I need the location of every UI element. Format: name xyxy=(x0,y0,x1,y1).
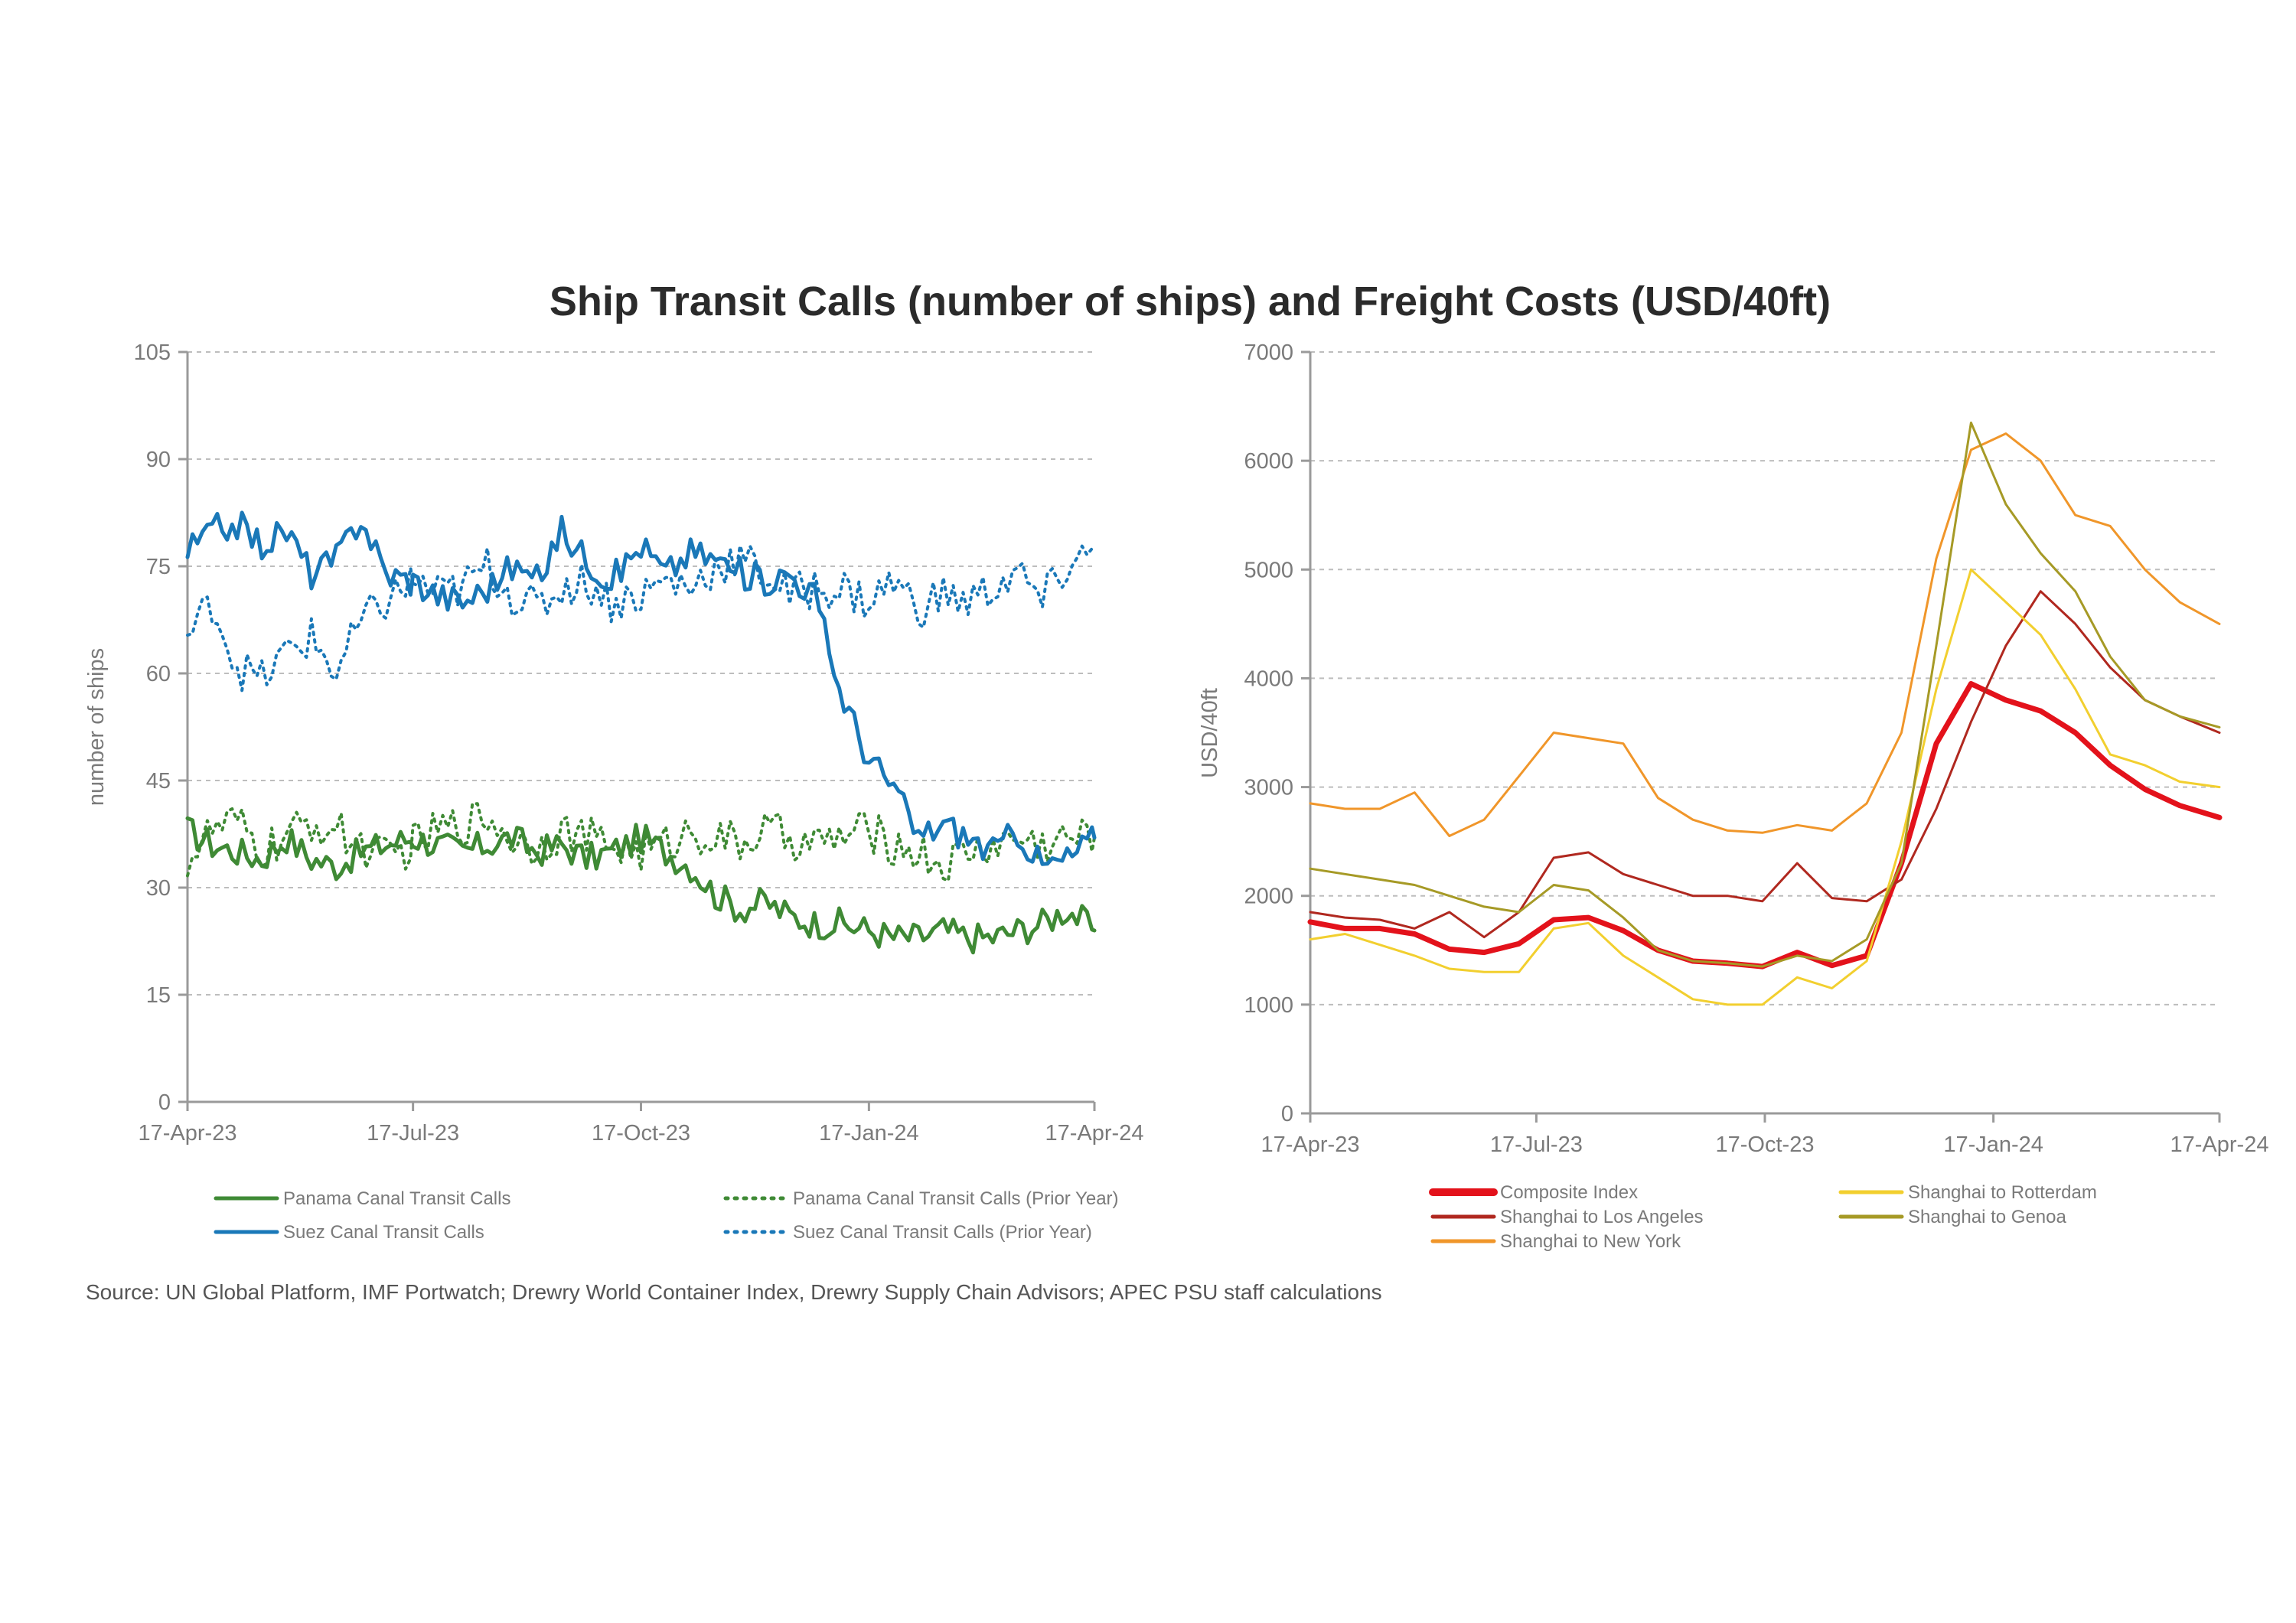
x-tick-label: 17-Oct-23 xyxy=(592,1121,690,1146)
y-tick-label: 6000 xyxy=(1244,449,1293,474)
y-tick-label: 0 xyxy=(1281,1102,1293,1126)
series-line-suez-canal-transit-calls-prior-year xyxy=(186,544,1096,693)
series-line-composite-index xyxy=(1307,681,2223,970)
freight-costs-chart: 0 1000 2000 3000 4000 5000 6000 7000 17-Apr-23 17… xyxy=(1198,341,2268,1157)
x-tick-label: 17-Apr-23 xyxy=(139,1121,237,1146)
y-tick-label: 5000 xyxy=(1244,558,1293,582)
legend-label: Suez Canal Transit Calls (Prior Year) xyxy=(793,1222,1092,1243)
y-tick-label: 105 xyxy=(134,341,171,365)
x-tick-label: 17-Apr-23 xyxy=(1261,1133,1360,1157)
legend-label: Panama Canal Transit Calls xyxy=(283,1188,510,1209)
legend-label: Shanghai to Los Angeles xyxy=(1500,1207,1704,1227)
transit-calls-chart: 0 15 30 45 60 75 90 105 17-Apr-23 17-Jul-23 17-Oct… xyxy=(84,341,1143,1146)
y-tick-label: 45 xyxy=(146,769,171,794)
transit-calls-legend: Panama Canal Transit Calls Panama Canal T… xyxy=(214,1188,1119,1243)
legend-label: Shanghai to Rotterdam xyxy=(1908,1182,2097,1203)
legend-label: Panama Canal Transit Calls (Prior Year) xyxy=(793,1188,1119,1209)
series-line-shanghai-to-new-york xyxy=(1309,432,2221,837)
x-tick-label: 17-Jul-23 xyxy=(1490,1133,1583,1157)
y-tick-label: 2000 xyxy=(1244,885,1293,909)
y-tick-label: 30 xyxy=(146,876,171,901)
x-tick-label: 17-Jan-24 xyxy=(819,1121,919,1146)
x-tick-label: 17-Jul-23 xyxy=(367,1121,459,1146)
y-tick-label: 0 xyxy=(158,1090,171,1115)
series-line-panama-canal-transit-calls-prior-year xyxy=(186,802,1096,882)
legend-label: Shanghai to New York xyxy=(1500,1231,1681,1252)
series-line-suez-canal-transit-calls xyxy=(185,510,1097,866)
legend-label: Shanghai to Genoa xyxy=(1908,1207,2066,1227)
y-tick-label: 3000 xyxy=(1244,776,1293,800)
source-note: Source: UN Global Platform, IMF Portwatc… xyxy=(86,1280,1382,1304)
series-line-panama-canal-transit-calls xyxy=(185,816,1097,955)
y-tick-label: 7000 xyxy=(1244,341,1293,365)
series-line-shanghai-to-los-angeles xyxy=(1309,590,2221,939)
series-line-shanghai-to-genoa xyxy=(1309,421,2221,968)
series-line-shanghai-to-rotterdam xyxy=(1309,568,2221,1006)
y-axis-label: number of ships xyxy=(84,648,109,806)
legend-label: Composite Index xyxy=(1500,1182,1638,1203)
y-tick-label: 1000 xyxy=(1244,993,1293,1018)
x-tick-label: 17-Oct-23 xyxy=(1716,1133,1815,1157)
x-tick-label: 17-Apr-24 xyxy=(2170,1133,2269,1157)
y-tick-label: 4000 xyxy=(1244,666,1293,691)
x-tick-label: 17-Apr-24 xyxy=(1045,1121,1144,1146)
freight-costs-legend: Composite Index Shanghai to Rotterdam Shan… xyxy=(1429,1182,2097,1252)
y-tick-label: 90 xyxy=(146,448,171,472)
x-tick-label: 17-Jan-24 xyxy=(1943,1133,2043,1157)
y-tick-label: 75 xyxy=(146,555,171,579)
y-tick-label: 60 xyxy=(146,662,171,686)
figure-title: Ship Transit Calls (number of ships) and… xyxy=(550,279,1831,324)
y-tick-label: 15 xyxy=(146,983,171,1008)
y-axis-label: USD/40ft xyxy=(1198,688,1222,778)
legend-label: Suez Canal Transit Calls xyxy=(283,1222,484,1243)
